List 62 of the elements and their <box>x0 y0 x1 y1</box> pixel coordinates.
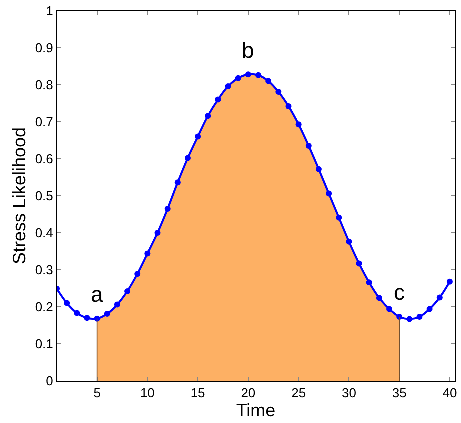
annotation: a <box>91 282 104 307</box>
point <box>205 113 212 120</box>
point <box>164 206 171 212</box>
y-tick-label: 0.3 <box>35 262 54 278</box>
annotation: b <box>242 38 254 63</box>
point <box>134 271 141 278</box>
point <box>366 280 372 286</box>
y-tick-label: 0.5 <box>35 188 54 204</box>
x-tick-label: 15 <box>190 386 206 401</box>
point <box>195 134 202 140</box>
point <box>144 250 151 257</box>
point <box>266 78 272 84</box>
x-tick-label: 5 <box>94 386 101 401</box>
point <box>426 306 433 312</box>
point <box>245 72 252 78</box>
point <box>376 295 382 302</box>
point <box>124 288 131 294</box>
annotation: c <box>394 280 405 305</box>
x-tick-label: 30 <box>342 386 356 401</box>
y-tick-label: 0.8 <box>35 78 54 93</box>
point <box>336 214 342 221</box>
point <box>306 143 312 150</box>
point <box>104 311 110 318</box>
x-tick-label: 10 <box>140 386 155 401</box>
y-tick-label: 0.1 <box>35 336 54 352</box>
point <box>114 302 120 308</box>
y-axis-title: Stress Likelihood <box>10 127 30 265</box>
y-tick-label: 0.4 <box>35 226 54 241</box>
point <box>174 180 181 186</box>
point <box>64 300 70 306</box>
point <box>276 89 282 96</box>
point <box>215 96 222 103</box>
point <box>446 278 453 285</box>
point <box>225 83 232 90</box>
x-tick-label: 25 <box>292 386 306 401</box>
y-tick-label: 1 <box>46 4 54 19</box>
y-tick-label: 0.9 <box>35 40 54 56</box>
point <box>94 316 100 322</box>
point <box>286 103 292 110</box>
point <box>84 315 90 322</box>
point <box>296 122 302 128</box>
point <box>154 230 161 236</box>
point <box>235 75 242 82</box>
point <box>74 310 80 316</box>
point <box>416 314 423 320</box>
x-tick-label: 35 <box>392 386 407 401</box>
point <box>356 260 362 267</box>
point <box>184 155 191 162</box>
point <box>326 190 332 197</box>
y-tick-label: 0.7 <box>35 114 54 130</box>
point <box>386 306 393 312</box>
y-tick-label: 0.2 <box>35 300 54 315</box>
point <box>316 166 322 172</box>
x-axis-title: Time <box>236 400 276 421</box>
point <box>346 238 352 245</box>
point <box>436 294 443 301</box>
x-tick-label: 40 <box>442 386 458 401</box>
y-tick-label: 0.6 <box>35 152 54 167</box>
point <box>256 72 262 78</box>
y-tick-label: 0 <box>46 374 54 389</box>
point <box>406 316 413 322</box>
x-tick-label: 20 <box>241 386 256 401</box>
